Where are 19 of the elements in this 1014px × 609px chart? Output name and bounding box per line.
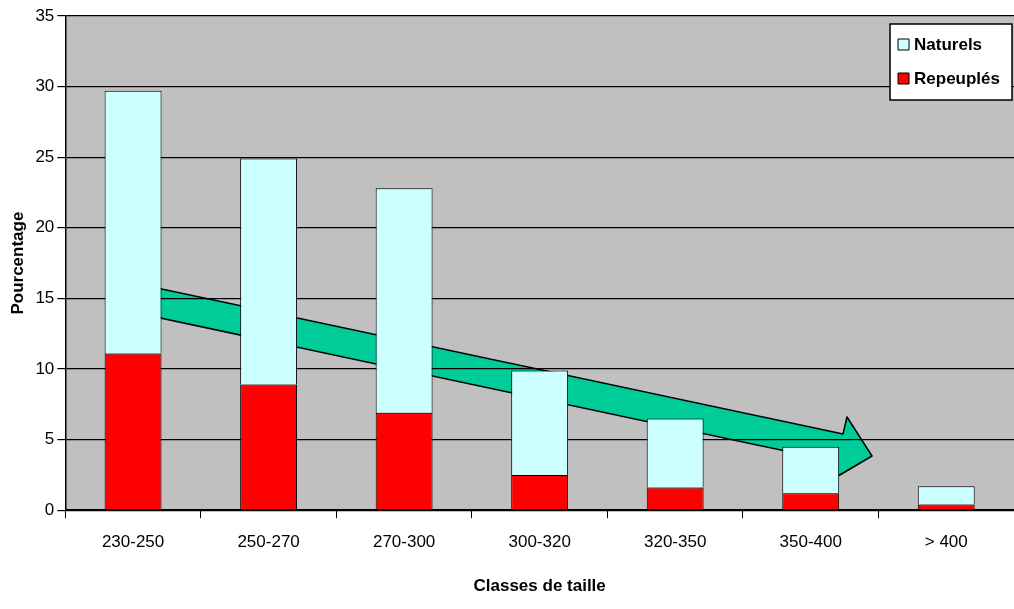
y-tick-label: 25 (35, 146, 55, 166)
x-tick-label: 270-300 (372, 532, 436, 552)
legend-label: Repeuplés (914, 68, 1001, 88)
y-tick-label: 35 (35, 5, 55, 25)
x-tick-label: 250-270 (237, 532, 300, 552)
x-tick-label: 320-350 (643, 532, 707, 552)
x-axis-title: Classes de taille (473, 576, 606, 596)
y-tick-label: 20 (35, 217, 55, 237)
y-tick-label: 30 (35, 76, 55, 96)
y-axis-title: Pourcentage (7, 211, 27, 315)
legend-label: Naturels (914, 34, 983, 54)
y-tick-label: 15 (35, 288, 55, 308)
y-tick-label: 5 (44, 429, 55, 449)
x-tick-label: 300-320 (508, 532, 571, 552)
x-tick-label: 230-250 (101, 532, 165, 552)
x-tick-label: > 400 (924, 532, 968, 552)
x-tick-label: 350-400 (779, 532, 842, 552)
y-tick-label: 0 (44, 499, 55, 519)
y-tick-label: 10 (35, 358, 55, 378)
